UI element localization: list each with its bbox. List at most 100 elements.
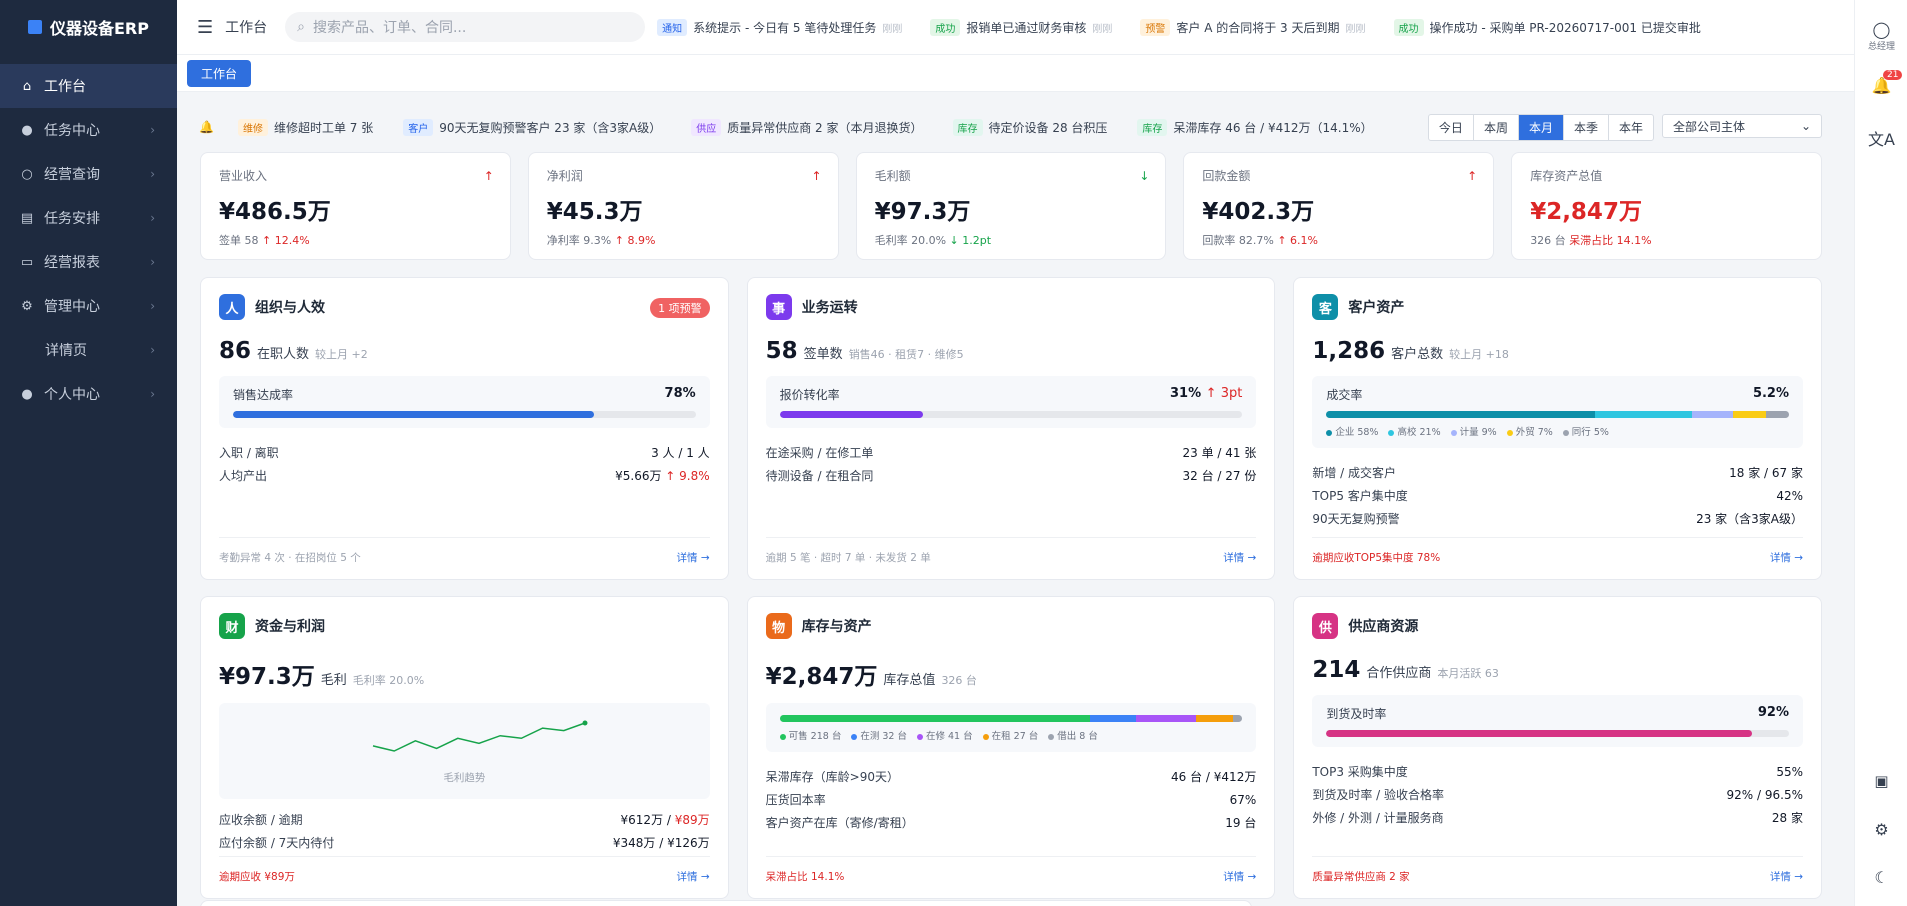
headline-unit: 毛利 <box>320 673 347 688</box>
card-header: 供 供应商资源 <box>1312 613 1803 639</box>
details-link[interactable]: 详情 → <box>1223 871 1257 883</box>
sidebar-menu: ⌂ 工作台 ● 任务中心 › ○ 经营查询 › ▤ 任务安排 › ▭ 经营报表 … <box>0 64 177 416</box>
search-input[interactable]: ⌕ 搜索产品、订单、合同... <box>285 12 646 42</box>
details-link[interactable]: 详情 → <box>1223 552 1257 564</box>
sidebar-item-workbench[interactable]: ⌂ 工作台 <box>0 64 177 108</box>
alert-item[interactable]: 供应 质量异常供应商 2 家（本月退换货） <box>691 118 923 136</box>
gear-icon[interactable]: ⚙ <box>1874 820 1889 839</box>
card-headline: 214 合作供应商 本月活跃 63 <box>1312 657 1803 683</box>
kpi-card-revenue[interactable]: 营业收入 ¥486.5万 签单 58 ↑ 12.4% ↑ <box>200 152 511 260</box>
tab-workbench[interactable]: 工作台 <box>187 59 252 87</box>
sidebar-item-personal[interactable]: ● 个人中心 › <box>0 372 177 416</box>
app-logo[interactable]: 仪器设备ERP <box>0 0 177 54</box>
segment-可售 <box>779 715 1090 722</box>
kpi-sub-text: 回款率 82.7% <box>1202 234 1274 247</box>
period-tab-today[interactable]: 今日 <box>1429 115 1474 140</box>
stat-label: 人均产出 <box>219 469 268 483</box>
kpi-card-collection[interactable]: 回款金额 ¥402.3万 回款率 82.7% ↑ 6.1% ↑ <box>1183 152 1495 260</box>
alert-item[interactable]: 库存 待定价设备 28 台积压 <box>952 118 1107 136</box>
customer-icon: 客 <box>1312 294 1339 320</box>
kpi-sub: 毛利率 20.0% ↓ 1.2pt <box>875 232 1148 248</box>
legend-item: 高校 21% <box>1388 424 1441 438</box>
moon-icon[interactable]: ☾ <box>1874 868 1889 887</box>
progress-label: 到货及时率 <box>1326 707 1387 721</box>
chevron-right-icon: › <box>150 343 155 357</box>
alert-item[interactable]: 库存 呆滞库存 46 台 / ¥412万（14.1%） <box>1137 118 1373 136</box>
progress-line: 销售达成率 78% <box>233 386 696 403</box>
segment-legend: 可售 218 台 在测 32 台 在修 41 台 在租 27 台 借出 8 台 <box>779 728 1243 742</box>
alert-item[interactable]: 维修 维修超时工单 7 张 <box>237 118 373 136</box>
search-placeholder: 搜索产品、订单、合同... <box>312 20 467 36</box>
card-headline: 1,286 客户总数 较上月 +18 <box>1312 338 1803 364</box>
period-tab-quarter[interactable]: 本季 <box>1564 115 1609 140</box>
period-tab-month[interactable]: 本月 <box>1518 115 1564 140</box>
details-link[interactable]: 详情 → <box>676 871 710 883</box>
notification-button[interactable]: 🔔 21 <box>1855 70 1907 95</box>
details-link[interactable]: 详情 → <box>1769 871 1803 883</box>
period-tab-year[interactable]: 本年 <box>1618 121 1643 135</box>
translate-icon[interactable]: 文A <box>1868 130 1895 149</box>
legend-item: 企业 58% <box>1326 424 1378 438</box>
company-select[interactable]: 全部公司主体 ⌄ <box>1662 114 1822 138</box>
company-select-value: 全部公司主体 <box>1673 119 1746 134</box>
stat-label: 新增 / 成交客户 <box>1312 466 1397 480</box>
stat-value: ¥348万 / ¥126万 <box>612 836 710 850</box>
ticker-item[interactable]: 通知 系统提示 - 今日有 5 笔待处理任务 刚刚 <box>657 18 902 36</box>
stat-rows: TOP3 采购集中度 55% 到货及时率 / 验收合格率 92% / 96.5% 外… <box>1312 761 1803 830</box>
stat-label: TOP3 采购集中度 <box>1312 765 1408 779</box>
finance-icon: 财 <box>219 613 245 639</box>
details-link[interactable]: 详情 → <box>676 552 710 564</box>
chevron-right-icon: › <box>150 299 155 313</box>
progress-line: 成交率 5.2% <box>1326 386 1789 403</box>
alert-tag: 维修 <box>237 118 268 136</box>
stat-label: 入职 / 离职 <box>219 446 279 460</box>
gear-icon: ⚙ <box>21 298 33 314</box>
sidebar-item-task-schedule[interactable]: ▤ 任务安排 › <box>0 196 177 240</box>
stat-value-main: ¥612万 / <box>620 813 675 827</box>
stat-row: 应收余额 / 逾期 ¥612万 / ¥89万 <box>219 809 710 832</box>
bell-icon: 🔔 <box>1871 76 1892 95</box>
headline-value: 86 <box>219 338 252 364</box>
sidebar-item-task-center[interactable]: ● 任务中心 › <box>0 108 177 152</box>
kpi-card-inventory[interactable]: 库存资产总值 ¥2,847万 326 台 呆滞占比 14.1% <box>1511 152 1822 260</box>
segment-在修 <box>1135 715 1197 722</box>
card-header: 财 资金与利润 <box>219 613 710 639</box>
kpi-delta: ↑ 6.1% <box>1277 234 1319 247</box>
sidebar-item-business-report[interactable]: ▭ 经营报表 › <box>0 240 177 284</box>
sparkline-endpoint <box>582 720 588 726</box>
sidebar-item-business-query[interactable]: ○ 经营查询 › <box>0 152 177 196</box>
headline-sub: 销售46 · 租赁7 · 维修5 <box>848 348 964 361</box>
stat-label: TOP5 客户集中度 <box>1312 489 1408 503</box>
segment-在测 <box>1089 715 1136 722</box>
ticker-item[interactable]: 预警 客户 A 的合同将于 3 天后到期 刚刚 <box>1140 18 1366 36</box>
kpi-card-gross-profit[interactable]: 毛利额 ¥97.3万 毛利率 20.0% ↓ 1.2pt ↓ <box>855 152 1167 260</box>
alert-tag: 供应 <box>691 118 722 136</box>
alert-item[interactable]: 客户 90天无复购预警客户 23 家（含3家A级） <box>403 118 661 136</box>
warning-badge[interactable]: 1 项预警 <box>650 298 710 318</box>
kpi-sub: 326 台 呆滞占比 14.1% <box>1530 232 1803 248</box>
robot-icon[interactable]: ▣ <box>1874 772 1889 790</box>
people-icon: 人 <box>219 294 245 320</box>
legend-item: 计量 9% <box>1450 424 1497 438</box>
stat-value: 19 台 <box>1225 816 1257 830</box>
headline-unit: 签单数 <box>803 347 843 362</box>
ticker-item[interactable]: 成功 报销单已通过财务审核 刚刚 <box>930 18 1112 36</box>
stat-row: 人均产出 ¥5.66万 ↑ 9.8% <box>219 465 710 488</box>
user-icon: ◯ <box>1872 20 1891 39</box>
progress-bar <box>779 411 1243 418</box>
kpi-card-net-profit[interactable]: 净利润 ¥45.3万 净利率 9.3% ↑ 8.9% ↑ <box>527 152 839 260</box>
stat-row: 外修 / 外测 / 计量服务商 28 家 <box>1312 807 1803 830</box>
legend-label: 可售 218 台 <box>788 731 842 742</box>
period-controls: 今日 本周 本月 本季 本年 全部公司主体 ⌄ <box>1427 114 1822 141</box>
details-link[interactable]: 详情 → <box>1769 552 1803 564</box>
legend-item: 在测 32 台 <box>851 728 907 742</box>
sidebar-item-detail[interactable]: 详情页 › <box>0 328 177 372</box>
sidebar-item-management[interactable]: ⚙ 管理中心 › <box>0 284 177 328</box>
period-tab-week[interactable]: 本周 <box>1474 115 1519 140</box>
sidebar-item-label: 管理中心 <box>44 299 100 315</box>
user-menu[interactable]: ◯ 总经理 <box>1855 20 1907 52</box>
progress-delta: ↑ 3pt <box>1205 386 1243 401</box>
menu-toggle-icon[interactable]: ☰ <box>197 16 214 38</box>
ticker-item[interactable]: 成功 操作成功 - 采购单 PR-20260717-001 已提交审批 <box>1393 18 1701 36</box>
progress-label: 销售达成率 <box>233 388 294 402</box>
